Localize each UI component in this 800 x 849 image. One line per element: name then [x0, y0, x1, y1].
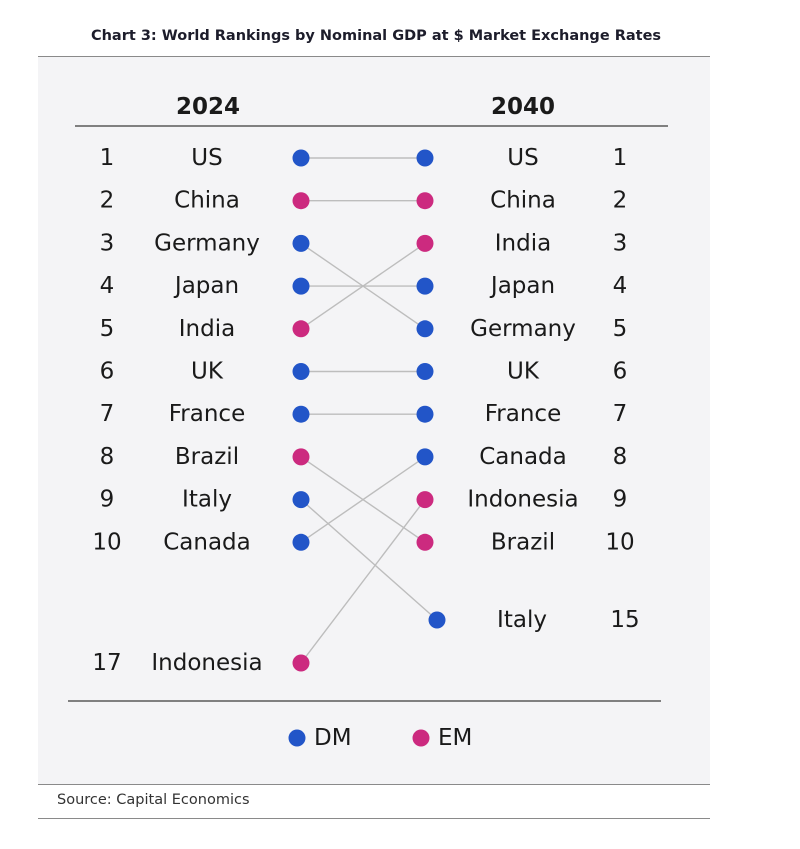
country-2040-germany: Germany — [470, 316, 576, 342]
dot-2024-brazil — [292, 448, 310, 466]
dot-2040-italy — [428, 611, 446, 629]
country-2024-germany: Germany — [154, 230, 260, 256]
country-2024-canada: Canada — [163, 529, 251, 555]
dot-2040-china — [416, 192, 434, 210]
rank-2040-canada: 8 — [613, 444, 628, 470]
right-year-header: 2040 — [491, 94, 555, 120]
left-year-header: 2024 — [176, 94, 240, 120]
source-divider — [38, 784, 710, 785]
dot-2024-uk — [292, 363, 310, 380]
rank-2024-italy: 9 — [100, 487, 115, 513]
country-2040-india: India — [495, 230, 551, 256]
country-2040-italy: Italy — [497, 607, 547, 633]
country-2040-us: US — [507, 145, 538, 171]
rank-2040-china: 2 — [613, 188, 628, 214]
dot-2024-us — [292, 149, 310, 167]
dot-2040-us — [416, 149, 434, 167]
dot-2040-indonesia — [416, 491, 434, 509]
rank-2024-indonesia: 17 — [92, 650, 121, 676]
dot-2024-france — [292, 405, 310, 423]
dot-2040-canada — [416, 448, 434, 466]
rank-2040-france: 7 — [613, 401, 628, 427]
rank-2024-france: 7 — [100, 401, 115, 427]
rank-2024-china: 2 — [100, 188, 115, 214]
chart-title: Chart 3: World Rankings by Nominal GDP a… — [90, 28, 662, 44]
connector-india — [300, 242, 426, 330]
title-divider — [38, 56, 710, 57]
rank-2040-uk: 6 — [613, 359, 628, 385]
country-2024-brazil: Brazil — [175, 444, 239, 470]
connector-lines — [300, 157, 438, 664]
connector-italy — [300, 499, 438, 621]
rank-2040-germany: 5 — [613, 316, 628, 342]
dot-2040-uk — [416, 363, 434, 380]
rank-2024-japan: 4 — [100, 273, 115, 299]
ranking-rows: 1 US US 1 2 China China 2 3 Germany Germany 5 4 Japan… — [92, 145, 639, 676]
country-2024-france: France — [169, 401, 245, 427]
rank-2040-india: 3 — [613, 230, 628, 256]
rank-2024-us: 1 — [100, 145, 115, 171]
dot-2040-france — [416, 405, 434, 423]
country-2040-france: France — [485, 401, 561, 427]
rank-2040-brazil: 10 — [605, 529, 634, 555]
country-2024-uk: UK — [191, 359, 224, 385]
country-2024-japan: Japan — [173, 273, 239, 299]
source-note: Source: Capital Economics — [57, 792, 250, 808]
rank-2024-uk: 6 — [100, 359, 115, 385]
legend-dot-dm — [288, 729, 306, 747]
rank-2040-us: 1 — [613, 145, 628, 171]
rank-2024-india: 5 — [100, 316, 115, 342]
dot-2040-brazil — [416, 533, 434, 551]
connector-indonesia — [300, 499, 426, 664]
country-2040-japan: Japan — [489, 273, 555, 299]
country-2024-india: India — [179, 316, 235, 342]
country-2024-us: US — [191, 145, 222, 171]
dot-2040-germany — [416, 320, 434, 338]
country-2040-uk: UK — [507, 359, 540, 385]
connector-canada — [300, 456, 426, 543]
country-2024-indonesia: Indonesia — [151, 650, 262, 676]
dot-2024-germany — [292, 234, 310, 252]
dot-2040-india — [416, 234, 434, 252]
legend-label-dm: DM — [314, 725, 352, 751]
rank-2040-indonesia: 9 — [613, 487, 628, 513]
legend-dot-em — [412, 729, 430, 747]
rank-2024-canada: 10 — [92, 529, 121, 555]
country-2040-brazil: Brazil — [491, 529, 555, 555]
dot-2024-china — [292, 192, 310, 210]
dot-2024-canada — [292, 533, 310, 551]
country-2024-italy: Italy — [182, 487, 232, 513]
rank-2040-italy: 15 — [610, 607, 639, 633]
country-2040-indonesia: Indonesia — [467, 487, 578, 513]
country-2040-china: China — [490, 188, 556, 214]
dot-2024-japan — [292, 277, 310, 295]
dot-2024-indonesia — [292, 654, 310, 672]
dot-2040-japan — [416, 277, 434, 295]
dot-2024-italy — [292, 491, 310, 509]
bottom-divider — [38, 818, 710, 819]
rank-2024-germany: 3 — [100, 230, 115, 256]
chart-panel — [38, 57, 710, 784]
dot-2024-india — [292, 320, 310, 338]
country-2024-china: China — [174, 188, 240, 214]
rank-2024-brazil: 8 — [100, 444, 115, 470]
legend-label-em: EM — [438, 725, 472, 751]
country-2040-canada: Canada — [479, 444, 567, 470]
legend: DM EM — [288, 725, 472, 751]
rank-2040-japan: 4 — [613, 273, 628, 299]
